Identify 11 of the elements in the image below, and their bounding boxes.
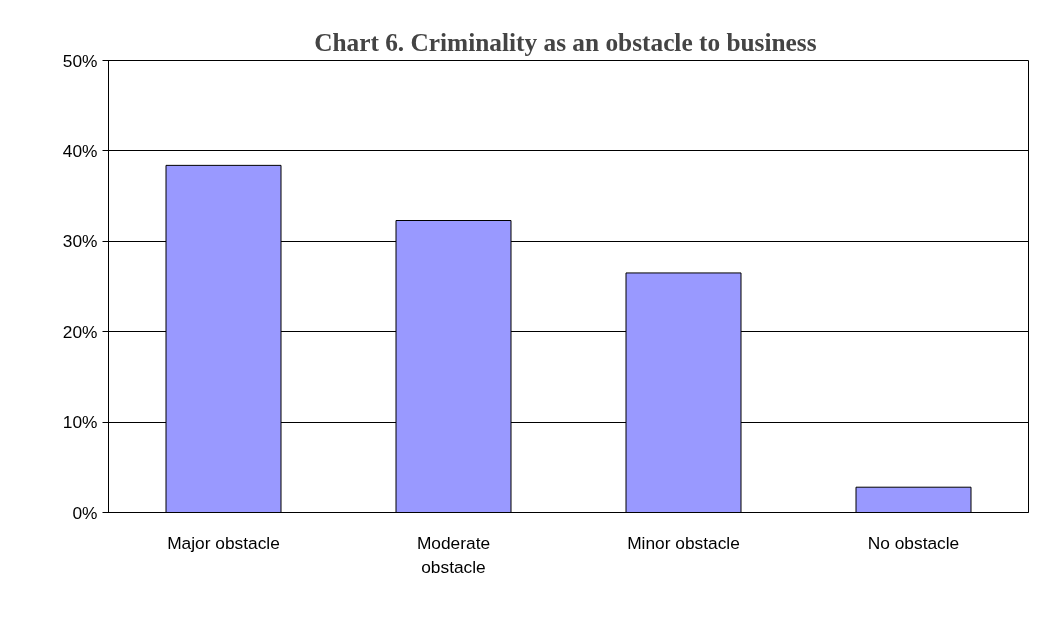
y-tick-label: 10%: [62, 412, 98, 433]
x-tick-label: Major obstacle: [167, 532, 280, 553]
y-tick-label: 50%: [62, 50, 98, 71]
x-tick-label: Minor obstacle: [627, 532, 740, 553]
x-tick-label: Moderate obstacle: [416, 532, 491, 577]
y-tick-label: 0%: [72, 502, 98, 523]
y-tick-label: 20%: [62, 321, 98, 342]
x-tick-label: No obstacle: [867, 532, 960, 553]
chart-title: Chart 6. Criminality as an obstacle to business: [314, 27, 817, 56]
y-tick-label: 40%: [62, 140, 98, 161]
y-tick-label: 30%: [62, 231, 98, 252]
